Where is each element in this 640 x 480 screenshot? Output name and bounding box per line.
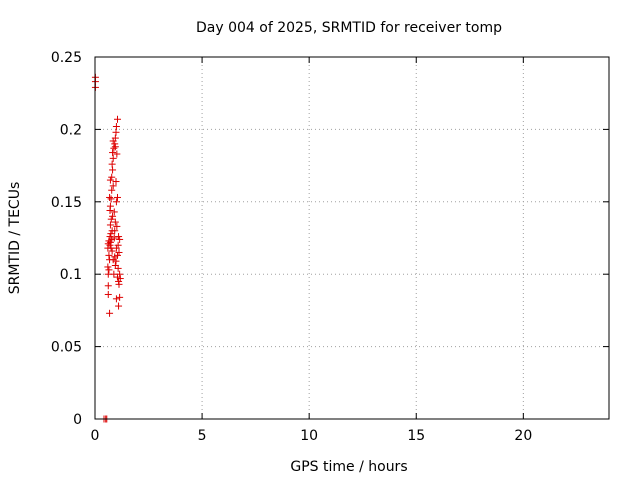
data-point — [109, 256, 117, 264]
data-point — [110, 270, 118, 278]
data-point — [110, 144, 118, 152]
x-tick-label: 20 — [514, 428, 532, 444]
data-point — [106, 233, 114, 241]
data-point — [113, 222, 121, 230]
data-point — [106, 202, 114, 210]
data-point — [108, 247, 116, 255]
data-point — [116, 235, 124, 243]
data-point — [114, 241, 122, 249]
data-point — [107, 230, 115, 238]
y-tick-label: 0.25 — [51, 50, 82, 66]
data-point — [107, 215, 115, 223]
data-point — [113, 150, 121, 158]
y-tick-label: 0 — [73, 412, 82, 428]
data-point — [107, 195, 115, 203]
data-point — [111, 253, 119, 261]
chart-title: Day 004 of 2025, SRMTID for receiver tom… — [196, 20, 502, 36]
x-axis-label: GPS time / hours — [290, 459, 407, 475]
data-point — [111, 134, 119, 142]
y-tick-label: 0.15 — [51, 195, 82, 211]
data-point — [116, 293, 124, 301]
data-points — [91, 73, 124, 423]
x-tick-label: 5 — [198, 428, 207, 444]
data-point — [113, 115, 121, 123]
data-point — [109, 212, 117, 220]
grid-lines — [95, 57, 609, 419]
y-tick-label: 0.2 — [60, 122, 82, 138]
data-point — [104, 263, 112, 271]
data-point — [106, 176, 114, 184]
data-point — [114, 264, 122, 272]
data-point — [109, 182, 117, 190]
data-point — [112, 295, 120, 303]
data-point — [105, 251, 113, 259]
data-point — [111, 143, 119, 151]
y-tick-label: 0.1 — [60, 267, 82, 283]
data-point — [112, 178, 120, 186]
data-point — [107, 244, 115, 252]
plot-frame — [94, 56, 610, 420]
data-point — [109, 149, 117, 157]
x-tick-label: 10 — [300, 428, 318, 444]
data-point — [112, 123, 120, 131]
data-point — [105, 266, 113, 274]
data-point — [112, 198, 120, 206]
data-point — [104, 290, 112, 298]
data-point — [106, 193, 114, 201]
data-point — [113, 193, 121, 201]
y-axis-label: SRMTID / TECUs — [7, 182, 23, 295]
data-point — [115, 280, 123, 288]
x-tick-label: 0 — [91, 428, 100, 444]
data-point — [110, 208, 118, 216]
data-point — [111, 140, 119, 148]
data-point — [115, 248, 123, 256]
data-point — [108, 173, 116, 181]
data-point — [108, 186, 116, 194]
data-point — [106, 309, 114, 317]
data-point — [109, 154, 117, 162]
data-point — [108, 160, 116, 168]
data-point — [111, 227, 119, 235]
y-tick-label: 0.05 — [51, 340, 82, 356]
data-point — [111, 218, 119, 226]
data-point — [116, 275, 124, 283]
data-point — [106, 221, 114, 229]
data-point — [115, 302, 123, 310]
axis-ticks: 0 5 10 15 20 0 0.05 0.1 0.15 0.2 0.25 — [51, 50, 609, 444]
data-point — [115, 233, 123, 241]
data-point — [104, 282, 112, 290]
data-point — [110, 234, 118, 242]
x-tick-label: 15 — [407, 428, 425, 444]
